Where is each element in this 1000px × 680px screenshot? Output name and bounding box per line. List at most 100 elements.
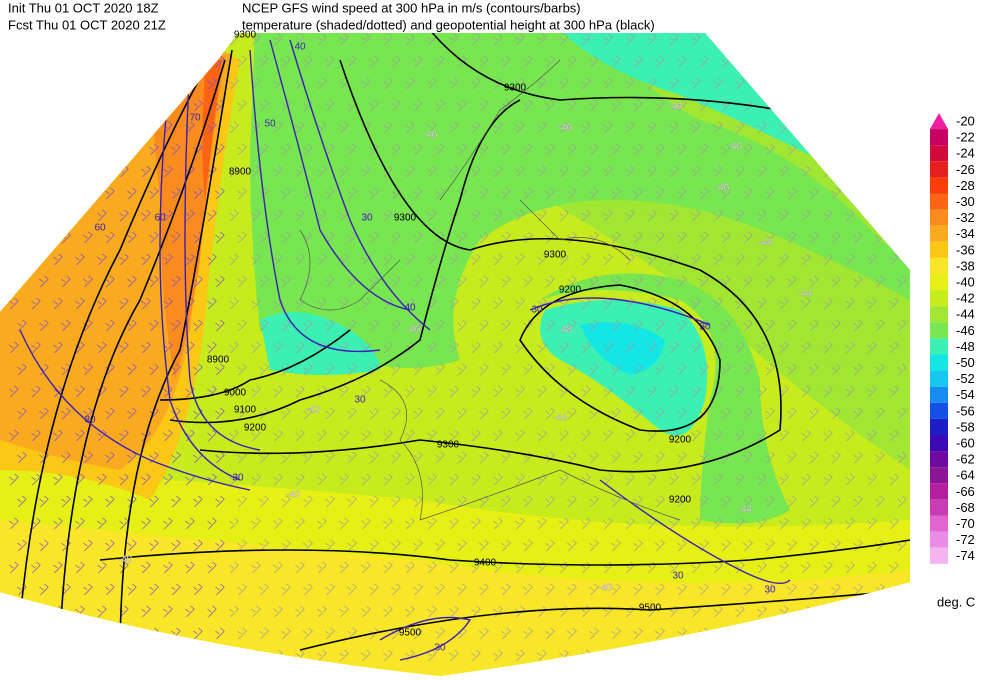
colorbar-swatch bbox=[930, 354, 948, 371]
wind-barb bbox=[801, 33, 811, 46]
wind-barb bbox=[449, 297, 459, 310]
wind-barb bbox=[383, 297, 393, 310]
wind-barb bbox=[501, 539, 511, 552]
wind-barb bbox=[237, 495, 247, 508]
wind-barb bbox=[669, 385, 679, 398]
wind-barb bbox=[757, 121, 767, 134]
wind-barb bbox=[435, 55, 445, 68]
wind-barb bbox=[853, 583, 863, 596]
wind-barb bbox=[347, 539, 357, 552]
height-label: 9100 bbox=[234, 405, 257, 416]
wind-barb bbox=[669, 429, 679, 442]
wind-barb bbox=[193, 539, 203, 552]
wind-barb bbox=[735, 385, 745, 398]
wind-barb bbox=[831, 187, 841, 200]
wind-barb bbox=[339, 297, 349, 310]
wind-barb bbox=[757, 209, 767, 222]
colorbar-label: -28 bbox=[956, 178, 975, 193]
wind-barb bbox=[413, 539, 423, 552]
wind-barb bbox=[655, 55, 665, 68]
wind-barb bbox=[347, 495, 357, 508]
wind-barb bbox=[215, 187, 225, 200]
colorbar-swatch bbox=[930, 499, 948, 516]
colorbar-swatch bbox=[930, 257, 948, 274]
wind-barb bbox=[721, 627, 731, 640]
wind-barb bbox=[867, 473, 877, 486]
wind-barb bbox=[83, 407, 93, 420]
wind-barb bbox=[889, 121, 899, 134]
wind-barb bbox=[713, 77, 723, 90]
wind-barb bbox=[295, 209, 305, 222]
wind-barb bbox=[119, 209, 129, 222]
wind-barb bbox=[105, 539, 115, 552]
colorbar-label: -44 bbox=[956, 307, 975, 322]
wind-barb bbox=[713, 121, 723, 134]
wind-barb bbox=[493, 517, 503, 530]
wind-barb bbox=[691, 209, 701, 222]
wind-barb bbox=[787, 319, 797, 332]
wind-barb bbox=[853, 451, 863, 464]
wind-barb bbox=[405, 517, 415, 530]
wind-barb bbox=[449, 121, 459, 134]
wind-barb bbox=[845, 517, 855, 530]
wind-barb bbox=[141, 209, 151, 222]
wind-barb bbox=[207, 341, 217, 354]
wind-barb bbox=[405, 77, 415, 90]
temp-label: -46 bbox=[558, 123, 573, 134]
wind-barb bbox=[515, 297, 525, 310]
wind-barb bbox=[853, 275, 863, 288]
wind-barb bbox=[655, 539, 665, 552]
wind-barb bbox=[127, 363, 137, 376]
wind-barb bbox=[83, 143, 93, 156]
wind-barb bbox=[523, 583, 533, 596]
wind-barb bbox=[523, 99, 533, 112]
wind-barb bbox=[743, 319, 753, 332]
wind-barb bbox=[831, 495, 841, 508]
wind-barb bbox=[589, 495, 599, 508]
wind-barb bbox=[449, 561, 459, 574]
wind-barb bbox=[559, 429, 569, 442]
wind-barb bbox=[149, 319, 159, 332]
wind-barb bbox=[163, 561, 173, 574]
wind-barb bbox=[75, 561, 85, 574]
wind-barb bbox=[427, 605, 437, 618]
wind-barb bbox=[259, 231, 269, 244]
wind-barb bbox=[317, 209, 327, 222]
wind-barb bbox=[83, 363, 93, 376]
wind-barb bbox=[677, 363, 687, 376]
wind-barb bbox=[581, 77, 591, 90]
wind-barb bbox=[361, 429, 371, 442]
wind-barb bbox=[765, 319, 775, 332]
wind-barb bbox=[757, 473, 767, 486]
wind-barb bbox=[589, 99, 599, 112]
wind-barb bbox=[97, 209, 107, 222]
wind-barb bbox=[669, 649, 679, 662]
temp-label: -46 bbox=[668, 102, 683, 113]
wind-barb bbox=[479, 143, 489, 156]
wind-barb bbox=[779, 429, 789, 442]
wind-barb bbox=[369, 407, 379, 420]
forecast-time: Fcst Thu 01 OCT 2020 21Z bbox=[8, 17, 166, 32]
wind-barb bbox=[633, 275, 643, 288]
colorbar-label: -50 bbox=[956, 355, 975, 370]
wind-barb bbox=[633, 319, 643, 332]
wind-barb bbox=[251, 297, 261, 310]
wind-barb bbox=[97, 561, 107, 574]
wind-barb bbox=[207, 209, 217, 222]
wind-barb bbox=[317, 297, 327, 310]
wind-barb bbox=[53, 121, 63, 134]
colorbar-label: -58 bbox=[956, 419, 975, 434]
wind-barb bbox=[127, 99, 137, 112]
wind-barb bbox=[831, 627, 841, 640]
wind-barb bbox=[545, 495, 555, 508]
wind-barb bbox=[347, 451, 357, 464]
wind-barb bbox=[273, 121, 283, 134]
wind-barb bbox=[889, 253, 899, 266]
wind-barb bbox=[105, 407, 115, 420]
wind-barb bbox=[515, 473, 525, 486]
wind-barb bbox=[655, 231, 665, 244]
wind-barb bbox=[735, 77, 745, 90]
colorbar-swatch bbox=[930, 177, 948, 194]
wind-barb bbox=[39, 583, 49, 596]
wind-barb bbox=[809, 627, 819, 640]
